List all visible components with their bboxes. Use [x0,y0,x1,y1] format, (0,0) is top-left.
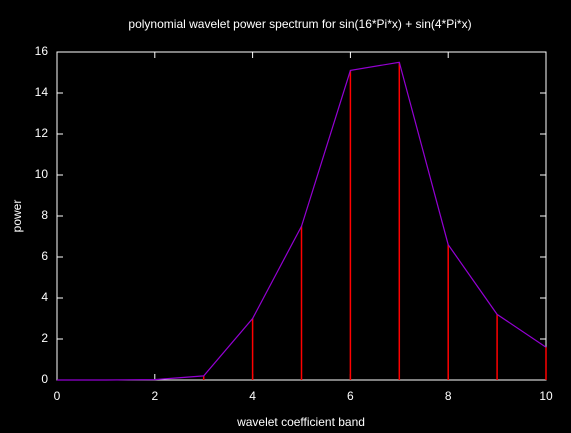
y-tick-label: 10 [35,167,49,181]
y-tick-label: 4 [41,290,48,304]
y-tick-label: 2 [41,331,48,345]
y-tick-label: 14 [35,85,49,99]
power-line [57,61,547,381]
y-tick-label: 8 [41,208,48,222]
x-tick-label: 4 [249,389,256,403]
x-tick-label: 10 [539,389,553,403]
y-tick-label: 6 [41,249,48,263]
x-tick-label: 2 [151,389,158,403]
y-tick-label: 0 [41,372,48,386]
y-tick-label: 12 [35,126,49,140]
chart-title: polynomial wavelet power spectrum for si… [128,17,471,31]
y-tick-label: 16 [35,44,49,58]
x-axis-label: wavelet coefficient band [236,415,365,429]
x-tick-label: 6 [347,389,354,403]
y-axis-label: power [10,200,24,233]
x-tick-label: 8 [445,389,452,403]
x-tick-label: 0 [54,389,61,403]
